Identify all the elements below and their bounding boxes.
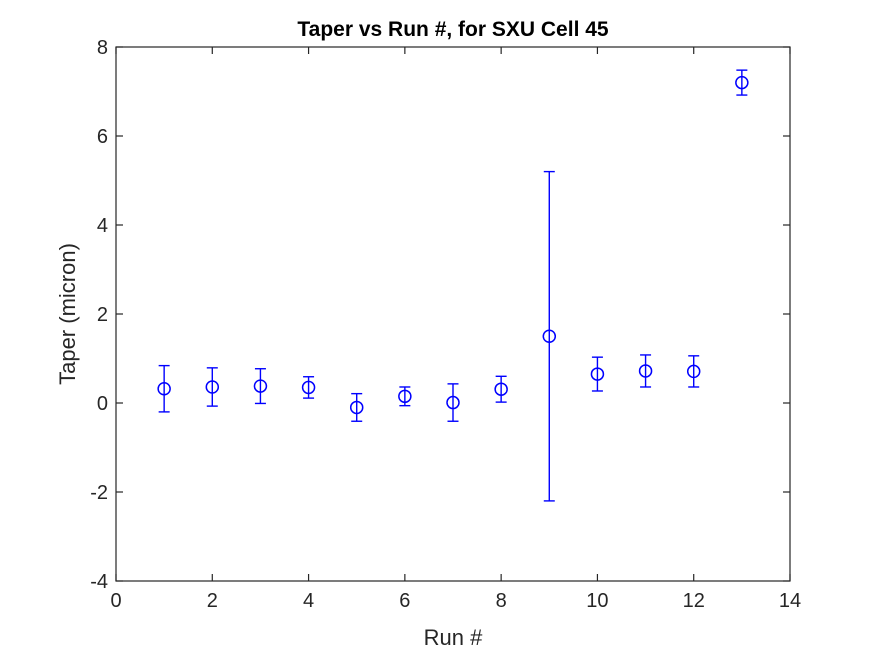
plot-area: 0 2 4 6 8 10 12 14 -4 -2 0 2 4 6 8 [90, 37, 801, 612]
data-point-marker [638, 364, 653, 378]
data-point-marker [301, 380, 316, 395]
data-point-marker [542, 329, 557, 343]
data-point-marker [205, 380, 220, 394]
x-tick-label: 2 [207, 590, 218, 612]
axes-box [115, 46, 791, 582]
y-axis-label: Taper (micron) [55, 243, 80, 385]
y-tick-label: 4 [97, 215, 108, 237]
y-tick-label: 2 [97, 304, 108, 326]
x-tick-label: 14 [779, 590, 801, 612]
data-point-marker [349, 400, 364, 415]
y-tick-label: -4 [90, 571, 108, 593]
data-point-marker [686, 364, 701, 379]
data-point-marker [735, 75, 749, 90]
data-point-marker [590, 367, 605, 381]
y-tick-label: 8 [97, 37, 108, 59]
y-tick-label: -2 [90, 482, 108, 504]
data-point-marker [398, 389, 412, 404]
data-point-marker [446, 395, 460, 410]
x-tick-label: 0 [110, 590, 121, 612]
data-point-marker [157, 382, 171, 396]
x-tick-label: 12 [683, 590, 705, 612]
data-point-marker [253, 379, 268, 393]
x-tick-label: 4 [303, 590, 314, 612]
x-tick-label: 10 [586, 590, 608, 612]
y-tick-label: 6 [97, 126, 108, 148]
x-axis-label: Run # [424, 625, 483, 650]
x-tick-label: 6 [399, 590, 410, 612]
chart-title: Taper vs Run #, for SXU Cell 45 [297, 18, 609, 41]
data-point-marker [494, 382, 508, 396]
x-tick-label: 8 [496, 590, 507, 612]
y-tick-label: 0 [97, 393, 108, 415]
